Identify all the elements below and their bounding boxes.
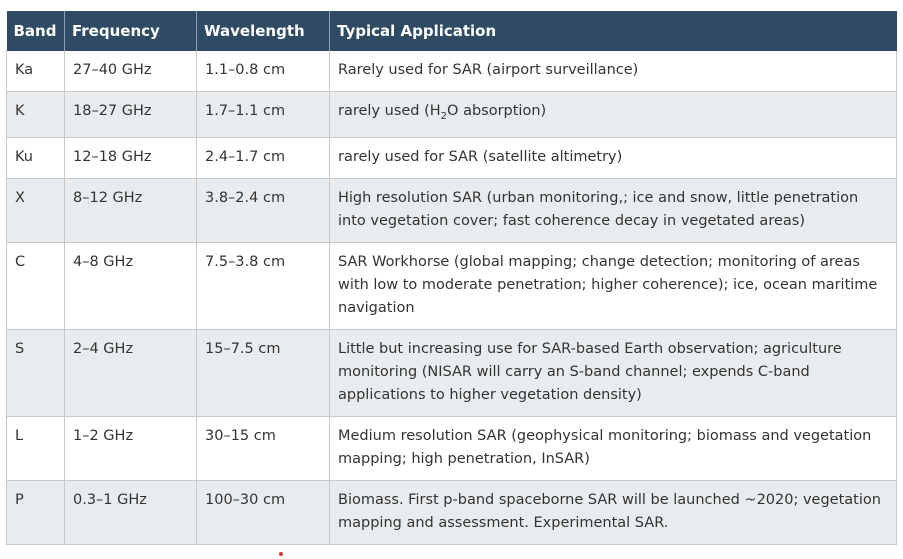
table-row: Ka 27–40 GHz 1.1–0.8 cm Rarely used for … <box>6 51 897 92</box>
wavelength-cell: 7.5–3.8 cm <box>196 242 330 330</box>
frequency-cell: 8–12 GHz <box>64 178 197 243</box>
application-cell: Medium resolution SAR (geophysical monit… <box>329 416 897 481</box>
application-cell: rarely used for SAR (satellite altimetry… <box>329 137 897 179</box>
application-text-pre: rarely used (H <box>338 103 441 119</box>
wavelength-cell: 3.8–2.4 cm <box>196 178 330 243</box>
wavelength-cell: 15–7.5 cm <box>196 329 330 417</box>
table-row: C 4–8 GHz 7.5–3.8 cm SAR Workhorse (glob… <box>6 242 897 330</box>
application-subscript: 2 <box>440 110 448 122</box>
application-cell: SAR Workhorse (global mapping; change de… <box>329 242 897 330</box>
table-row: S 2–4 GHz 15–7.5 cm Little but increasin… <box>6 329 897 417</box>
band-cell: Ku <box>6 137 65 179</box>
cursor-marker-dot <box>279 552 283 556</box>
header-band: Band <box>6 11 65 51</box>
band-cell: C <box>6 242 65 330</box>
wavelength-cell: 100–30 cm <box>196 480 330 545</box>
application-cell: Rarely used for SAR (airport surveillanc… <box>329 51 897 92</box>
band-cell: L <box>6 416 65 481</box>
table-row: X 8–12 GHz 3.8–2.4 cm High resolution SA… <box>6 178 897 243</box>
band-cell: K <box>6 91 65 138</box>
wavelength-cell: 2.4–1.7 cm <box>196 137 330 179</box>
frequency-cell: 1–2 GHz <box>64 416 197 481</box>
header-row: Band Frequency Wavelength Typical Applic… <box>6 11 897 51</box>
table-row: L 1–2 GHz 30–15 cm Medium resolution SAR… <box>6 416 897 481</box>
header-frequency: Frequency <box>64 11 197 51</box>
band-cell: X <box>6 178 65 243</box>
frequency-cell: 27–40 GHz <box>64 51 197 92</box>
frequency-cell: 18–27 GHz <box>64 91 197 138</box>
radar-bands-table: Band Frequency Wavelength Typical Applic… <box>6 11 897 545</box>
application-cell: Biomass. First p-band spaceborne SAR wil… <box>329 480 897 545</box>
frequency-cell: 0.3–1 GHz <box>64 480 197 545</box>
header-application: Typical Application <box>329 11 897 51</box>
wavelength-cell: 30–15 cm <box>196 416 330 481</box>
frequency-cell: 4–8 GHz <box>64 242 197 330</box>
wavelength-cell: 1.7–1.1 cm <box>196 91 330 138</box>
wavelength-cell: 1.1–0.8 cm <box>196 51 330 92</box>
header-wavelength: Wavelength <box>196 11 330 51</box>
application-cell: High resolution SAR (urban monitoring,; … <box>329 178 897 243</box>
application-text-post: O absorption) <box>447 103 547 119</box>
table-row: Ku 12–18 GHz 2.4–1.7 cm rarely used for … <box>6 137 897 179</box>
frequency-cell: 12–18 GHz <box>64 137 197 179</box>
table-row: K 18–27 GHz 1.7–1.1 cm rarely used (H2O … <box>6 91 897 138</box>
frequency-cell: 2–4 GHz <box>64 329 197 417</box>
band-cell: Ka <box>6 51 65 92</box>
application-cell: rarely used (H2O absorption) <box>329 91 897 138</box>
band-cell: S <box>6 329 65 417</box>
application-cell: Little but increasing use for SAR-based … <box>329 329 897 417</box>
band-cell: P <box>6 480 65 545</box>
table-row: P 0.3–1 GHz 100–30 cm Biomass. First p-b… <box>6 480 897 545</box>
